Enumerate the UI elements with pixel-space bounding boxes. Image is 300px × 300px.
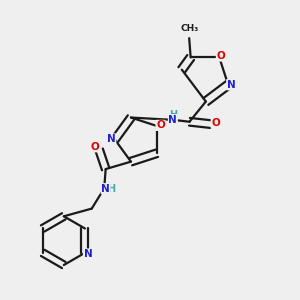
Text: O: O (216, 51, 225, 61)
Text: CH₃: CH₃ (180, 24, 198, 33)
Text: N: N (169, 115, 177, 125)
Text: H: H (107, 184, 116, 194)
Text: H: H (169, 110, 177, 120)
Text: O: O (156, 120, 165, 130)
Text: N: N (227, 80, 236, 90)
Text: N: N (101, 184, 110, 194)
Text: N: N (107, 134, 116, 144)
Text: O: O (211, 118, 220, 128)
Text: O: O (90, 142, 99, 152)
Text: N: N (83, 249, 92, 259)
